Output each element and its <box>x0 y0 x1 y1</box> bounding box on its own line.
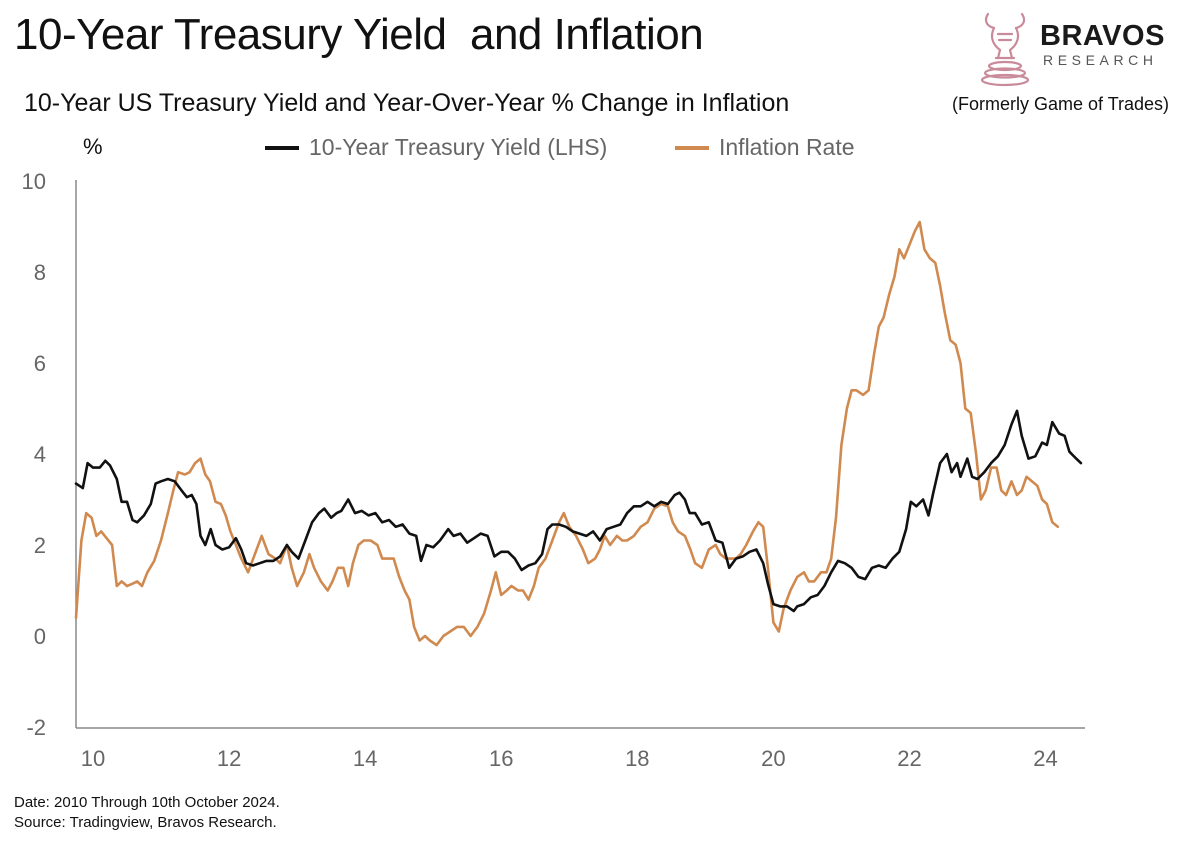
y-tick-label: 8 <box>34 260 46 285</box>
x-tick-label: 10 <box>81 746 105 771</box>
x-tick-label: 22 <box>897 746 921 771</box>
x-tick-label: 20 <box>761 746 785 771</box>
chart-subtitle: 10-Year US Treasury Yield and Year-Over-… <box>24 89 790 117</box>
y-tick-label: 4 <box>34 442 46 467</box>
y-tick-label: 6 <box>34 351 46 376</box>
chart-title: 10-Year Treasury Yield and Inflation <box>14 10 704 59</box>
footer-date-note: Date: 2010 Through 10th October 2024. <box>14 794 280 811</box>
legend-label-inflation-rate: Inflation Rate <box>719 134 855 160</box>
legend-item-treasury-yield: 10-Year Treasury Yield (LHS) <box>265 134 607 161</box>
x-tick-label: 24 <box>1033 746 1057 771</box>
series-line-treasury-yield <box>74 409 1083 613</box>
x-tick-label: 12 <box>217 746 241 771</box>
x-tick-label: 18 <box>625 746 649 771</box>
legend-item-inflation-rate: Inflation Rate <box>675 134 855 161</box>
brand-subtitle: RESEARCH <box>1043 52 1158 68</box>
legend-label-treasury-yield: 10-Year Treasury Yield (LHS) <box>309 134 608 160</box>
y-tick-label: 2 <box>34 533 46 558</box>
footer-notes: Date: 2010 Through 10th October 2024. So… <box>14 793 280 833</box>
x-tick-label: 16 <box>489 746 513 771</box>
y-tick-label: -2 <box>26 715 46 740</box>
y-tick-label: 10 <box>22 169 46 194</box>
y-tick-label: 0 <box>34 624 46 649</box>
footer-source-note: Source: Tradingview, Bravos Research. <box>14 814 277 831</box>
bull-chess-logo-icon <box>980 12 1030 87</box>
series-line-inflation-rate <box>74 220 1060 647</box>
legend-swatch-orange-line-icon <box>675 145 709 150</box>
brand-formerly-note: (Formerly Game of Trades) <box>952 94 1170 114</box>
x-tick-label: 14 <box>353 746 377 771</box>
brand-name: BRAVOS <box>1040 20 1165 52</box>
legend-swatch-black-line-icon <box>265 145 299 150</box>
y-axis-unit-label: % <box>83 134 103 159</box>
